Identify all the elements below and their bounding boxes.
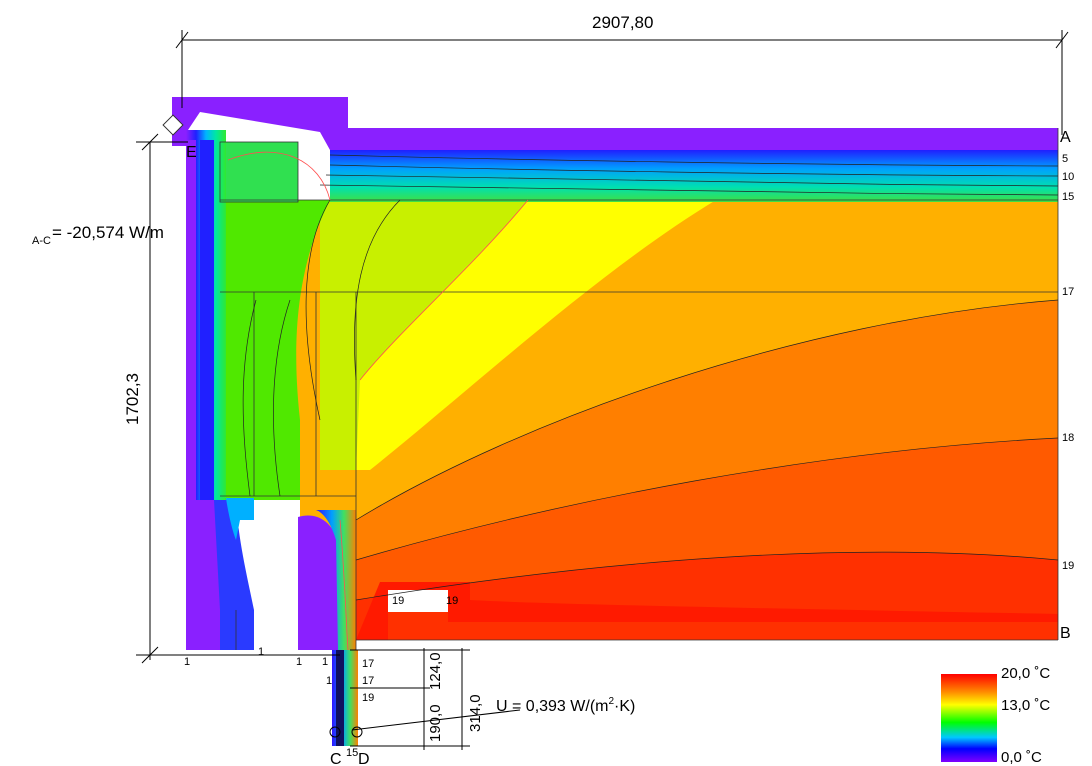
lower-left-leg-inner: [214, 500, 254, 650]
zone-green: [220, 200, 330, 500]
width-dimension-label: 2907,80: [592, 13, 653, 32]
isotherm-bottom-1e: 1: [326, 675, 332, 687]
wall-blue-bulge: [200, 140, 240, 608]
isotherm-bottom-17b: 17: [362, 675, 374, 687]
zone-green-column: [220, 142, 298, 202]
roof-cap: [172, 97, 1058, 150]
u-value-label: U = 0,393 W/(m2·K): [496, 696, 635, 715]
point-d-label: D: [358, 751, 370, 766]
isotherm-bottom-19b: 19: [392, 595, 404, 607]
point-b-label: B: [1060, 625, 1071, 642]
isotherm-bottom-19c: 19: [446, 595, 458, 607]
dim-label-c: 314,0: [467, 694, 484, 732]
point-e-label: E: [186, 144, 197, 161]
legend-min-label: 0,0 ˚C: [1001, 749, 1042, 766]
lower-right-leg: [298, 515, 338, 650]
isotherm-bottom-17a: 17: [362, 658, 374, 670]
dim-label-b: 124,0: [427, 652, 444, 690]
isotherm-label-10: 10: [1062, 171, 1074, 183]
isotherm-lines: [242, 154, 1059, 601]
point-c-label: C: [330, 751, 342, 766]
isotherm-red-lines: [227, 151, 529, 651]
isotherm-bottom-1b: 1: [258, 646, 264, 658]
isotherm-label-5: 5: [1062, 153, 1068, 165]
zone-yellow-green: [320, 200, 528, 470]
isotherm-label-15: 15: [1062, 191, 1074, 203]
lower-gap: [254, 517, 298, 653]
legend-max-label: 20,0 ˚C: [1001, 665, 1050, 682]
lower-cavity-edge: [226, 498, 254, 540]
floor-void: [388, 590, 448, 612]
height-dimension-label: 1702,3: [123, 373, 142, 425]
stem: [332, 650, 358, 746]
heat-flow-label: = -20,574 W/m: [52, 223, 164, 242]
heat-flow-subscript: A-C: [32, 235, 51, 247]
temperature-field: [172, 97, 1059, 746]
lower-left-leg: [186, 500, 220, 650]
legend-color-bar: [941, 674, 997, 762]
floor-slab: [356, 582, 1058, 640]
isotherm-label-18: 18: [1062, 432, 1074, 444]
isotherm-bottom-15: 15: [346, 747, 358, 759]
isotherm-label-19: 19: [1062, 560, 1074, 572]
element-outlines: [219, 128, 1059, 650]
point-d-marker: [351, 726, 363, 738]
legend-mid-label: 13,0 ˚C: [1001, 697, 1050, 714]
roof-edge-marker: [162, 114, 184, 136]
point-c-marker: [329, 726, 341, 738]
isotherm-bottom-1c: 1: [296, 656, 302, 668]
isotherm-bottom-1a: 1: [184, 656, 190, 668]
isotherm-bottom-19a: 19: [362, 692, 374, 704]
point-a-label: A: [1060, 129, 1071, 146]
temperature-legend: 20,0 ˚C 13,0 ˚C 0,0 ˚C: [941, 665, 1050, 766]
stem-core: [336, 650, 344, 746]
isotherm-bottom-1d: 1: [322, 656, 328, 668]
dimension-lines: [136, 30, 1069, 750]
isotherm-label-17: 17: [1062, 286, 1074, 298]
dim-label-a: 190,0: [427, 704, 444, 742]
